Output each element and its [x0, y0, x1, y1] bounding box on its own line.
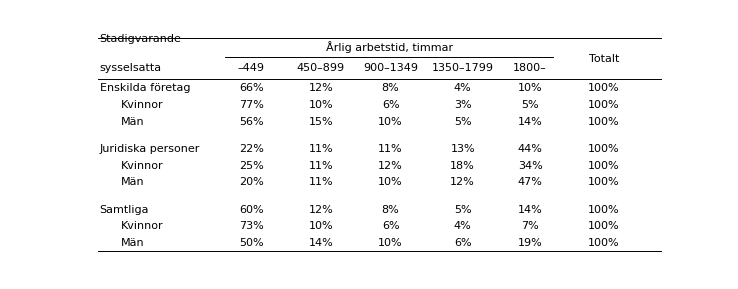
Text: 34%: 34%: [518, 161, 542, 171]
Text: 44%: 44%: [517, 144, 542, 154]
Text: 10%: 10%: [379, 116, 403, 127]
Text: 50%: 50%: [239, 238, 263, 248]
Text: 10%: 10%: [518, 83, 542, 93]
Text: 11%: 11%: [308, 177, 333, 187]
Text: 7%: 7%: [521, 221, 539, 231]
Text: 12%: 12%: [308, 83, 334, 93]
Text: Män: Män: [121, 177, 145, 187]
Text: 6%: 6%: [382, 221, 399, 231]
Text: 1800–: 1800–: [513, 63, 547, 73]
Text: Kvinnor: Kvinnor: [121, 221, 164, 231]
Text: –449: –449: [238, 63, 265, 73]
Text: 14%: 14%: [518, 116, 542, 127]
Text: 100%: 100%: [588, 177, 620, 187]
Text: 10%: 10%: [379, 238, 403, 248]
Text: 100%: 100%: [588, 161, 620, 171]
Text: 15%: 15%: [308, 116, 333, 127]
Text: 47%: 47%: [517, 177, 542, 187]
Text: 10%: 10%: [379, 177, 403, 187]
Text: Kvinnor: Kvinnor: [121, 161, 164, 171]
Text: 900–1349: 900–1349: [363, 63, 418, 73]
Text: 8%: 8%: [382, 205, 399, 215]
Text: 5%: 5%: [521, 100, 539, 110]
Text: 73%: 73%: [239, 221, 263, 231]
Text: Män: Män: [121, 238, 145, 248]
Text: 13%: 13%: [450, 144, 475, 154]
Text: 12%: 12%: [450, 177, 475, 187]
Text: 11%: 11%: [379, 144, 403, 154]
Text: 6%: 6%: [454, 238, 472, 248]
Text: 5%: 5%: [454, 205, 472, 215]
Text: 8%: 8%: [382, 83, 399, 93]
Text: 60%: 60%: [239, 205, 263, 215]
Text: Kvinnor: Kvinnor: [121, 100, 164, 110]
Text: 77%: 77%: [238, 100, 263, 110]
Text: 5%: 5%: [454, 116, 472, 127]
Text: 25%: 25%: [239, 161, 263, 171]
Text: 66%: 66%: [239, 83, 263, 93]
Text: 18%: 18%: [450, 161, 475, 171]
Text: 100%: 100%: [588, 83, 620, 93]
Text: 19%: 19%: [518, 238, 542, 248]
Text: 12%: 12%: [308, 205, 334, 215]
Text: sysselsatta: sysselsatta: [100, 63, 162, 73]
Text: Stadigvarande: Stadigvarande: [100, 34, 182, 44]
Text: 100%: 100%: [588, 238, 620, 248]
Text: 1350–1799: 1350–1799: [432, 63, 494, 73]
Text: Enskilda företag: Enskilda företag: [100, 83, 190, 93]
Text: 100%: 100%: [588, 205, 620, 215]
Text: Totalt: Totalt: [589, 53, 619, 64]
Text: 10%: 10%: [308, 221, 333, 231]
Text: Män: Män: [121, 116, 145, 127]
Text: 100%: 100%: [588, 221, 620, 231]
Text: 10%: 10%: [308, 100, 333, 110]
Text: 100%: 100%: [588, 100, 620, 110]
Text: 56%: 56%: [239, 116, 263, 127]
Text: 11%: 11%: [308, 161, 333, 171]
Text: 14%: 14%: [518, 205, 542, 215]
Text: 4%: 4%: [454, 83, 472, 93]
Text: Samtliga: Samtliga: [100, 205, 149, 215]
Text: 100%: 100%: [588, 116, 620, 127]
Text: 100%: 100%: [588, 144, 620, 154]
Text: 3%: 3%: [454, 100, 472, 110]
Text: Årlig arbetstid, timmar: Årlig arbetstid, timmar: [325, 42, 452, 53]
Text: 11%: 11%: [308, 144, 333, 154]
Text: 450–899: 450–899: [297, 63, 345, 73]
Text: 4%: 4%: [454, 221, 472, 231]
Text: 6%: 6%: [382, 100, 399, 110]
Text: Juridiska personer: Juridiska personer: [100, 144, 200, 154]
Text: 20%: 20%: [239, 177, 263, 187]
Text: 12%: 12%: [379, 161, 403, 171]
Text: 14%: 14%: [308, 238, 334, 248]
Text: 22%: 22%: [238, 144, 263, 154]
